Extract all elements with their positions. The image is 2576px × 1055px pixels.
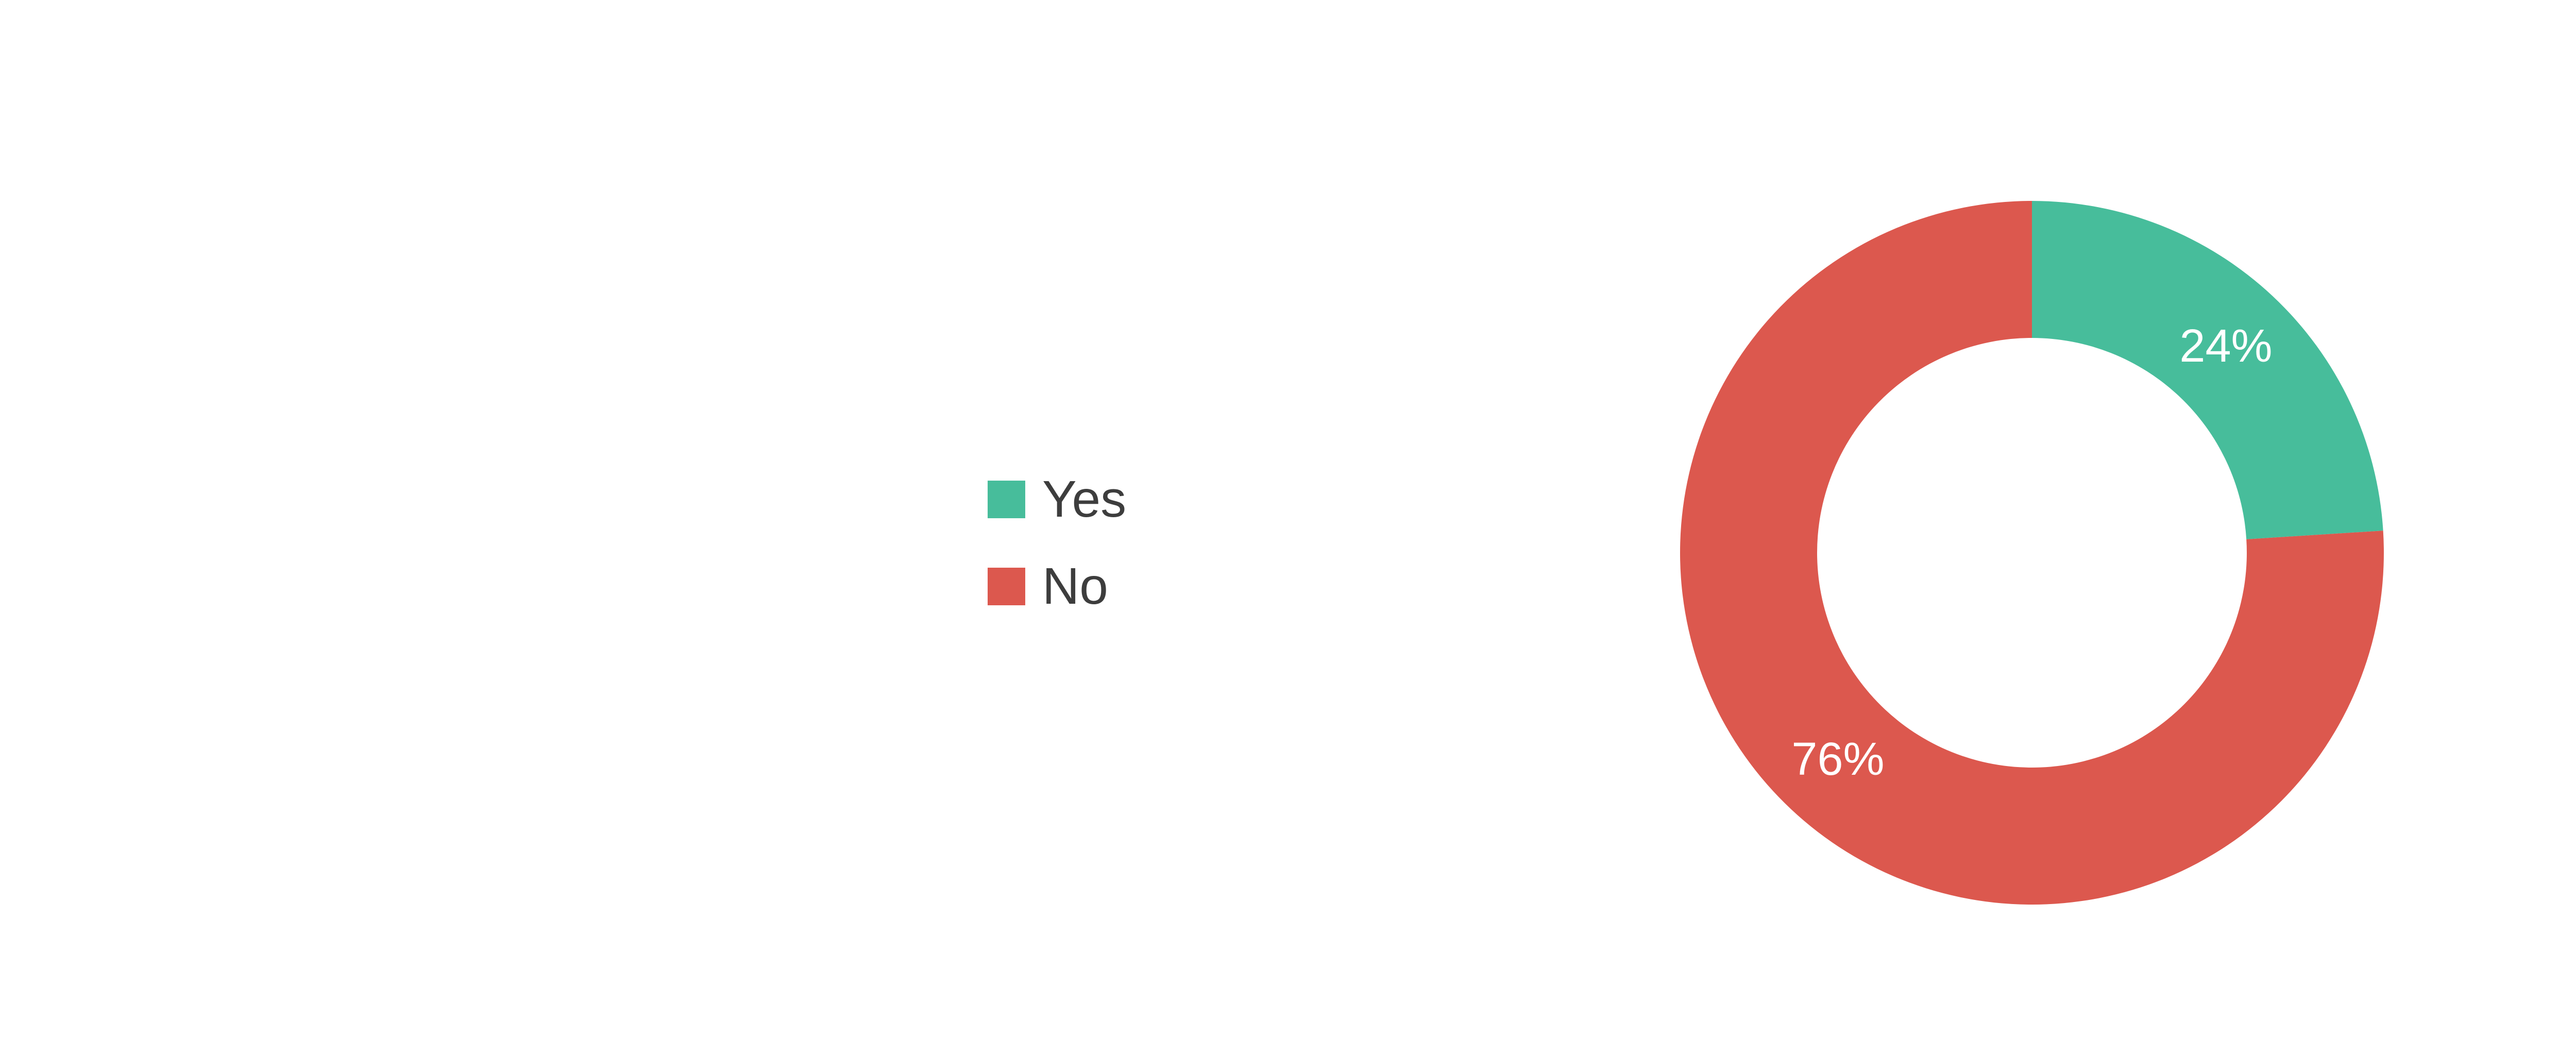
donut-slice-yes[interactable]	[2032, 201, 2383, 539]
legend-item-no[interactable]: No	[988, 557, 1126, 615]
chart-legend: Yes No	[988, 470, 1127, 615]
donut-chart: 24% 76%	[1680, 201, 2384, 905]
legend-swatch-no	[988, 568, 1025, 605]
legend-label-no: No	[1042, 557, 1108, 615]
legend-item-yes[interactable]: Yes	[988, 470, 1127, 528]
slice-label-no: 76%	[1791, 734, 1884, 785]
legend-swatch-yes	[988, 481, 1025, 518]
donut-slice-no[interactable]	[1680, 201, 2384, 905]
slice-label-yes: 24%	[2179, 320, 2272, 372]
legend-label-yes: Yes	[1042, 470, 1127, 528]
